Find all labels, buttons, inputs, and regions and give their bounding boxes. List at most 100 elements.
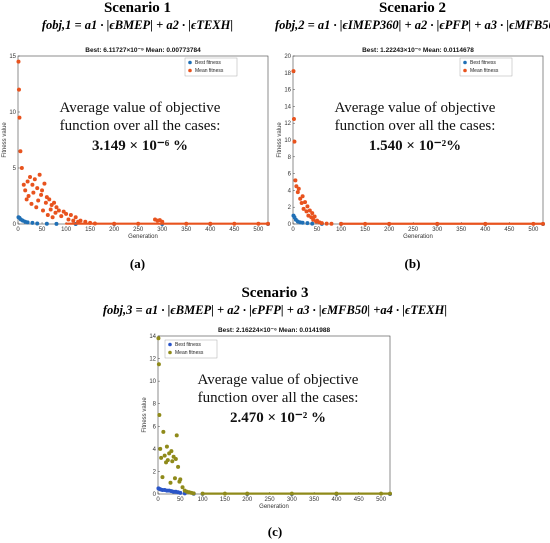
caption-c: (c) xyxy=(267,524,283,539)
data-point xyxy=(165,458,170,463)
data-point xyxy=(43,200,48,205)
annotation-line-1: Average value of objective xyxy=(198,372,359,388)
data-point xyxy=(303,200,308,205)
x-tick-label: 300 xyxy=(287,497,298,503)
data-point xyxy=(40,188,45,193)
data-point xyxy=(291,117,296,121)
data-point xyxy=(68,213,73,218)
x-tick-label: 400 xyxy=(480,227,491,233)
x-tick-label: 250 xyxy=(408,227,419,233)
x-tick-label: 450 xyxy=(504,227,515,233)
y-tick-label: 4 xyxy=(153,447,157,453)
legend-marker xyxy=(463,68,467,73)
data-point xyxy=(52,200,57,205)
scenario-title-3: Scenario 3 xyxy=(241,285,309,301)
y-tick-label: 16 xyxy=(284,88,291,94)
legend-box xyxy=(459,57,513,77)
plot-title: Best: 1.22243×10⁻⁶ Mean: 0.0114678 xyxy=(362,47,474,54)
scenario-title-2: Scenario 2 xyxy=(378,0,447,16)
data-point xyxy=(164,444,169,449)
scenario-title-1: Scenario 1 xyxy=(103,0,172,16)
data-point xyxy=(305,221,310,226)
data-point xyxy=(54,221,59,226)
data-point xyxy=(300,220,305,225)
plot-area xyxy=(17,55,269,225)
y-tick-label: 0 xyxy=(13,222,17,228)
series-mean-fitness xyxy=(16,59,270,226)
data-point xyxy=(157,413,162,417)
data-point xyxy=(324,221,329,226)
x-tick-label: 100 xyxy=(336,227,347,233)
objective-formula-1: fobj,1 = a1 · |ϵBMEP| + a2 · |ϵTEXH| xyxy=(41,18,234,32)
y-tick-label: 0 xyxy=(153,492,157,498)
data-point xyxy=(296,186,301,191)
x-tick-label: 350 xyxy=(309,497,320,503)
data-point xyxy=(300,194,305,199)
data-point xyxy=(19,166,24,170)
y-tick-label: 0 xyxy=(288,222,292,228)
y-tick-label: 10 xyxy=(9,110,16,116)
legend-box xyxy=(164,339,218,359)
data-point xyxy=(45,213,50,218)
data-point xyxy=(306,213,311,218)
objective-formula-2: fobj,2 = a1 · |ϵIMEP360| + a2 · |ϵPFP| +… xyxy=(275,18,550,32)
x-tick-label: 350 xyxy=(181,227,192,233)
data-point xyxy=(174,433,179,438)
x-tick-label: 150 xyxy=(220,497,231,503)
data-point xyxy=(28,174,33,179)
x-tick-label: 50 xyxy=(314,227,321,233)
data-point xyxy=(158,446,163,451)
data-point xyxy=(310,211,315,216)
legend-label: Best fitness xyxy=(175,342,201,348)
data-point xyxy=(34,205,39,210)
y-tick-label: 12 xyxy=(284,121,291,127)
y-tick-label: 5 xyxy=(13,166,17,172)
x-tick-label: 500 xyxy=(528,227,539,233)
data-point xyxy=(170,459,175,464)
data-point xyxy=(173,457,178,462)
data-point xyxy=(21,182,26,187)
x-axis-label: Generation xyxy=(128,234,158,240)
x-tick-label: 400 xyxy=(205,227,216,233)
annotation-line-1: Average value of objective xyxy=(60,100,221,116)
legend-marker xyxy=(168,350,172,355)
data-point xyxy=(162,453,167,458)
x-axis-label: Generation xyxy=(403,234,433,240)
data-point xyxy=(39,192,44,197)
legend-label: Best fitness xyxy=(470,60,496,66)
data-point xyxy=(36,198,41,203)
data-point xyxy=(178,490,183,495)
data-point xyxy=(24,197,29,202)
x-tick-label: 350 xyxy=(456,227,467,233)
annotation-line-1: Average value of objective xyxy=(335,100,496,116)
x-tick-label: 150 xyxy=(85,227,96,233)
x-tick-label: 300 xyxy=(432,227,443,233)
x-tick-label: 200 xyxy=(242,497,253,503)
y-tick-label: 14 xyxy=(149,334,156,340)
legend-marker xyxy=(168,342,172,347)
data-point xyxy=(59,214,64,219)
data-point xyxy=(16,59,21,64)
data-point xyxy=(78,218,83,223)
legend: Best fitness Mean fitness xyxy=(164,339,218,359)
data-point xyxy=(301,206,306,211)
x-tick-label: 0 xyxy=(291,227,295,233)
legend-marker xyxy=(188,60,192,65)
data-point xyxy=(73,215,78,220)
y-axis-label: Fitness value xyxy=(2,122,8,158)
legend: Best fitness Mean fitness xyxy=(459,57,513,77)
y-tick-label: 6 xyxy=(288,172,292,178)
data-point xyxy=(42,181,47,186)
x-tick-label: 450 xyxy=(229,227,240,233)
y-tick-label: 10 xyxy=(284,138,291,144)
legend-label: Mean fitness xyxy=(195,68,224,74)
legend-label: Best fitness xyxy=(195,60,221,66)
data-point xyxy=(32,177,37,182)
y-tick-label: 12 xyxy=(149,357,156,363)
data-point xyxy=(160,475,165,480)
data-point xyxy=(44,221,49,226)
data-point xyxy=(30,220,35,225)
data-point xyxy=(169,449,174,454)
